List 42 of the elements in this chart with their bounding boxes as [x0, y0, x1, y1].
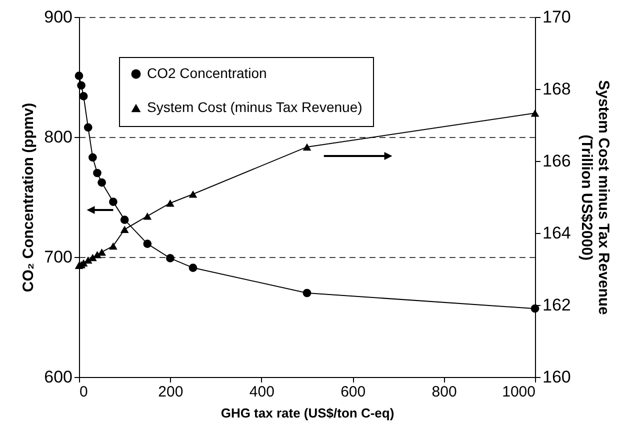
y2-tick-label: 162 — [542, 296, 571, 314]
point — [302, 143, 312, 151]
point — [120, 216, 129, 224]
point — [109, 242, 118, 250]
y2-axis-title: System Cost minus Tax Revenue (Trillion US$2000) — [578, 80, 612, 315]
legend-label: CO2 Concentration — [147, 65, 267, 81]
point — [166, 254, 174, 262]
point — [120, 226, 129, 234]
y-tick-label: 800 — [44, 128, 72, 146]
point — [88, 153, 97, 162]
point — [188, 264, 198, 272]
point — [143, 212, 152, 220]
y2-tick-label: 168 — [542, 80, 571, 98]
point — [143, 240, 152, 248]
legend-label: System Cost (minus Tax Revenue) — [147, 99, 362, 115]
x-tick-label: 600 — [340, 384, 366, 400]
point — [188, 190, 198, 198]
point — [530, 109, 540, 117]
point — [79, 92, 88, 100]
point — [74, 72, 84, 80]
y-tick-label: 700 — [44, 248, 72, 266]
x-tick-label: 800 — [432, 384, 457, 400]
point — [109, 198, 118, 206]
x-tick-label: 1000 — [502, 384, 536, 400]
point — [166, 199, 174, 207]
point — [530, 304, 540, 313]
x-tick-label: 200 — [158, 384, 184, 400]
y-tick-label: 900 — [44, 8, 72, 26]
point — [302, 288, 312, 298]
point — [93, 168, 102, 178]
point — [77, 81, 86, 90]
point — [84, 123, 92, 132]
y2-tick-label: 166 — [542, 152, 571, 170]
x-tick-label: 400 — [249, 384, 274, 400]
x-tick-label: 0 — [80, 384, 88, 400]
y2-tick-label: 170 — [542, 8, 571, 26]
y-tick-label: 600 — [44, 368, 72, 386]
y-axis-title: CO₂ Concentration (ppmv) — [20, 102, 38, 292]
x-axis-title: GHG tax rate (US$/ton C-eq) — [220, 406, 394, 420]
y2-tick-label: 160 — [542, 368, 571, 386]
y2-tick-label: 164 — [542, 224, 571, 242]
point — [98, 178, 106, 187]
